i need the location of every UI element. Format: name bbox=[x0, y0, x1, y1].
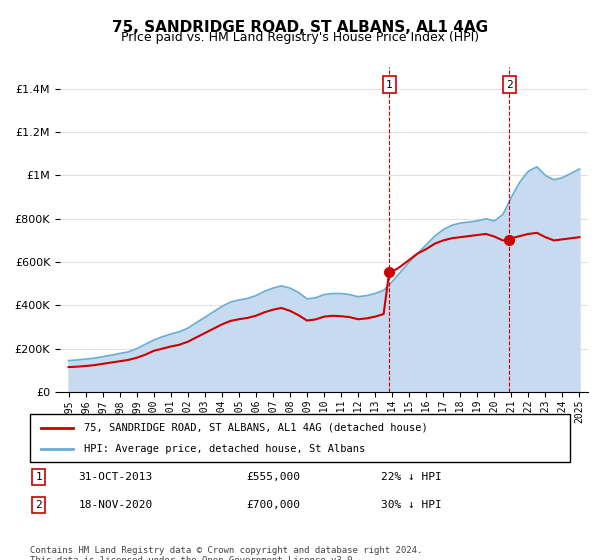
Text: HPI: Average price, detached house, St Albans: HPI: Average price, detached house, St A… bbox=[84, 444, 365, 454]
Text: 75, SANDRIDGE ROAD, ST ALBANS, AL1 4AG: 75, SANDRIDGE ROAD, ST ALBANS, AL1 4AG bbox=[112, 20, 488, 35]
Text: Contains HM Land Registry data © Crown copyright and database right 2024.
This d: Contains HM Land Registry data © Crown c… bbox=[30, 546, 422, 560]
Text: 1: 1 bbox=[35, 472, 42, 482]
Text: 31-OCT-2013: 31-OCT-2013 bbox=[79, 472, 153, 482]
Text: 22% ↓ HPI: 22% ↓ HPI bbox=[381, 472, 442, 482]
Text: 30% ↓ HPI: 30% ↓ HPI bbox=[381, 500, 442, 510]
Text: 75, SANDRIDGE ROAD, ST ALBANS, AL1 4AG (detached house): 75, SANDRIDGE ROAD, ST ALBANS, AL1 4AG (… bbox=[84, 423, 428, 433]
Text: Price paid vs. HM Land Registry's House Price Index (HPI): Price paid vs. HM Land Registry's House … bbox=[121, 31, 479, 44]
Text: £555,000: £555,000 bbox=[246, 472, 300, 482]
Text: 2: 2 bbox=[506, 80, 512, 90]
Text: 2: 2 bbox=[35, 500, 42, 510]
Text: £700,000: £700,000 bbox=[246, 500, 300, 510]
FancyBboxPatch shape bbox=[30, 414, 570, 462]
Text: 18-NOV-2020: 18-NOV-2020 bbox=[79, 500, 153, 510]
Text: 1: 1 bbox=[386, 80, 392, 90]
